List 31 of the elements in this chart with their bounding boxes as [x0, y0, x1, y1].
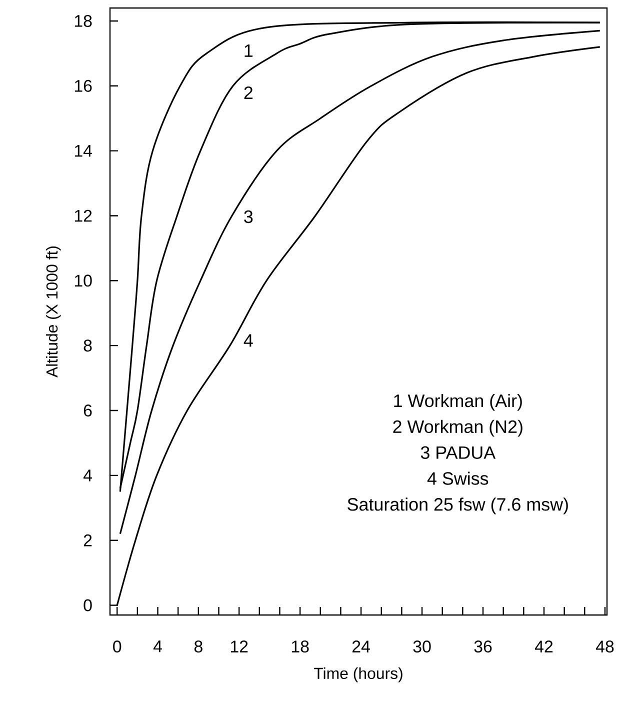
- x-tick-label: 18: [292, 640, 309, 653]
- series-label: 4: [244, 334, 253, 347]
- x-tick-label: 42: [534, 640, 553, 652]
- y-tick-label: 10: [74, 274, 92, 287]
- y-tick-label: 4: [83, 470, 92, 482]
- x-tick-label: 24: [352, 640, 370, 652]
- y-tick-label: 2: [84, 534, 92, 546]
- y-tick-label: 12: [74, 210, 92, 222]
- x-tick-label: 8: [194, 640, 202, 653]
- y-tick-label: 0: [84, 599, 92, 612]
- x-tick-label: 30: [413, 640, 431, 653]
- x-tick-label: 48: [596, 640, 614, 653]
- x-tick-label: 12: [230, 640, 248, 652]
- annotation: Saturation 25 fsw (7.6 msw): [348, 498, 568, 514]
- y-tick-label: 8: [84, 340, 92, 352]
- y-tick-label: 18: [74, 14, 92, 27]
- x-tick-label: 0: [113, 640, 122, 653]
- annotation: 2 Workman (N2): [393, 420, 522, 437]
- series-label: 3: [244, 210, 253, 224]
- x-axis-title: Time (hours): [314, 667, 402, 682]
- series-label: 1: [244, 44, 253, 57]
- y-tick-label: 6: [84, 404, 92, 416]
- annotation: 3 PADUA: [420, 446, 496, 459]
- x-tick-label: 4: [153, 640, 162, 652]
- x-tick-label: 36: [474, 640, 492, 653]
- y-tick-label: 16: [74, 80, 92, 92]
- series-label: 2: [244, 86, 252, 99]
- annotation: 4 Swiss: [427, 472, 488, 485]
- y-axis-title: Altitude (X 1000 ft): [46, 246, 61, 378]
- annotation: 1 Workman (Air): [394, 394, 522, 411]
- y-tick-label: 14: [74, 144, 92, 157]
